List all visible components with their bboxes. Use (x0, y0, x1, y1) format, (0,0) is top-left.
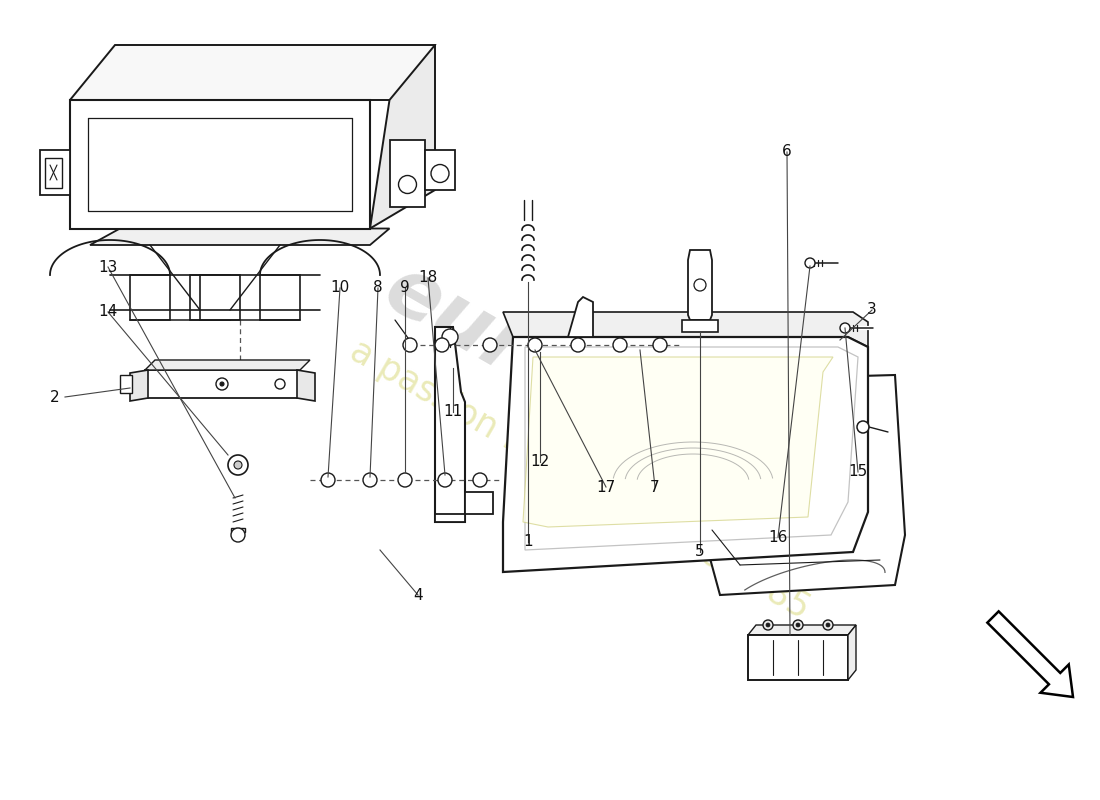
Polygon shape (40, 150, 70, 195)
Polygon shape (130, 275, 170, 320)
Circle shape (793, 620, 803, 630)
Circle shape (694, 279, 706, 291)
Text: 14: 14 (98, 305, 118, 319)
Polygon shape (370, 45, 434, 229)
Circle shape (231, 528, 245, 542)
Circle shape (483, 338, 497, 352)
Polygon shape (705, 375, 905, 595)
Text: 5: 5 (695, 545, 705, 559)
Circle shape (434, 338, 449, 352)
Polygon shape (70, 45, 434, 100)
Polygon shape (434, 327, 465, 522)
Polygon shape (120, 375, 132, 393)
Circle shape (403, 338, 417, 352)
Text: 7: 7 (650, 479, 660, 494)
Circle shape (321, 473, 336, 487)
Circle shape (473, 473, 487, 487)
Polygon shape (503, 337, 868, 572)
Circle shape (826, 623, 830, 627)
Circle shape (805, 258, 815, 268)
Polygon shape (389, 140, 425, 206)
Polygon shape (297, 370, 315, 401)
Circle shape (275, 379, 285, 389)
Circle shape (216, 378, 228, 390)
Circle shape (398, 175, 417, 194)
Polygon shape (682, 320, 718, 332)
Polygon shape (200, 275, 240, 320)
Text: a passion for parts since 1985: a passion for parts since 1985 (344, 334, 816, 626)
Circle shape (653, 338, 667, 352)
Circle shape (528, 338, 542, 352)
Text: 13: 13 (98, 259, 118, 274)
Circle shape (438, 473, 452, 487)
Polygon shape (848, 625, 856, 680)
Polygon shape (231, 528, 245, 532)
Circle shape (398, 473, 412, 487)
Polygon shape (130, 370, 148, 401)
Circle shape (766, 623, 770, 627)
Text: 4: 4 (414, 587, 422, 602)
Polygon shape (748, 625, 856, 635)
Polygon shape (522, 357, 833, 527)
Circle shape (840, 323, 850, 333)
Text: eurospares: eurospares (370, 249, 850, 571)
Text: 2: 2 (51, 390, 59, 405)
Text: 18: 18 (418, 270, 438, 286)
Polygon shape (434, 492, 493, 522)
Polygon shape (748, 635, 848, 680)
Polygon shape (260, 275, 300, 320)
Text: 11: 11 (443, 405, 463, 419)
Circle shape (234, 461, 242, 469)
Polygon shape (145, 360, 310, 370)
Circle shape (220, 382, 224, 386)
Text: 1: 1 (524, 534, 532, 550)
Polygon shape (525, 347, 858, 550)
Circle shape (857, 421, 869, 433)
Text: 9: 9 (400, 281, 410, 295)
Polygon shape (688, 250, 712, 320)
Circle shape (796, 623, 800, 627)
Circle shape (363, 473, 377, 487)
Polygon shape (145, 370, 300, 398)
Circle shape (431, 165, 449, 182)
Polygon shape (45, 158, 62, 188)
Text: 16: 16 (768, 530, 788, 545)
Text: 17: 17 (596, 479, 616, 494)
Polygon shape (568, 297, 593, 337)
Circle shape (442, 329, 458, 345)
Text: 8: 8 (373, 281, 383, 295)
Text: 15: 15 (848, 465, 868, 479)
Circle shape (763, 620, 773, 630)
Polygon shape (70, 100, 370, 229)
Circle shape (571, 338, 585, 352)
Polygon shape (425, 150, 455, 190)
Text: 6: 6 (782, 145, 792, 159)
Polygon shape (90, 229, 389, 245)
Polygon shape (190, 275, 230, 320)
Text: 3: 3 (867, 302, 877, 318)
Circle shape (823, 620, 833, 630)
Circle shape (228, 455, 248, 475)
Circle shape (613, 338, 627, 352)
Text: 10: 10 (330, 281, 350, 295)
Polygon shape (503, 312, 868, 347)
Polygon shape (988, 611, 1072, 697)
Text: 12: 12 (530, 454, 550, 470)
